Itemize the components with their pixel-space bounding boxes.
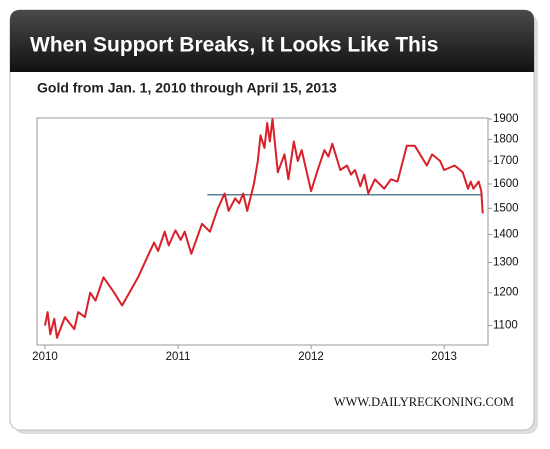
chart-subtitle: Gold from Jan. 1, 2010 through April 15,… xyxy=(37,80,337,96)
y-tick-label: 1500 xyxy=(493,202,519,214)
header-bar xyxy=(10,10,534,72)
y-tick-label: 1400 xyxy=(493,228,519,240)
y-tick-label: 1900 xyxy=(493,113,519,125)
x-tick-label: 2012 xyxy=(298,351,324,363)
chart-title: When Support Breaks, It Looks Like This xyxy=(30,34,438,57)
y-tick-label: 1600 xyxy=(493,178,519,190)
y-tick-label: 1300 xyxy=(493,256,519,268)
y-tick-label: 1200 xyxy=(493,287,519,299)
y-tick-label: 1700 xyxy=(493,155,519,167)
x-tick-label: 2013 xyxy=(431,351,457,363)
x-tick-label: 2011 xyxy=(166,351,191,363)
y-tick-label: 1800 xyxy=(493,133,519,145)
plot-frame xyxy=(36,117,489,346)
x-tick-label: 2010 xyxy=(32,351,58,363)
y-tick-label: 1100 xyxy=(493,320,518,332)
series-line xyxy=(44,118,484,339)
source: WWW.DAILYRECKONING.COM xyxy=(334,395,514,409)
